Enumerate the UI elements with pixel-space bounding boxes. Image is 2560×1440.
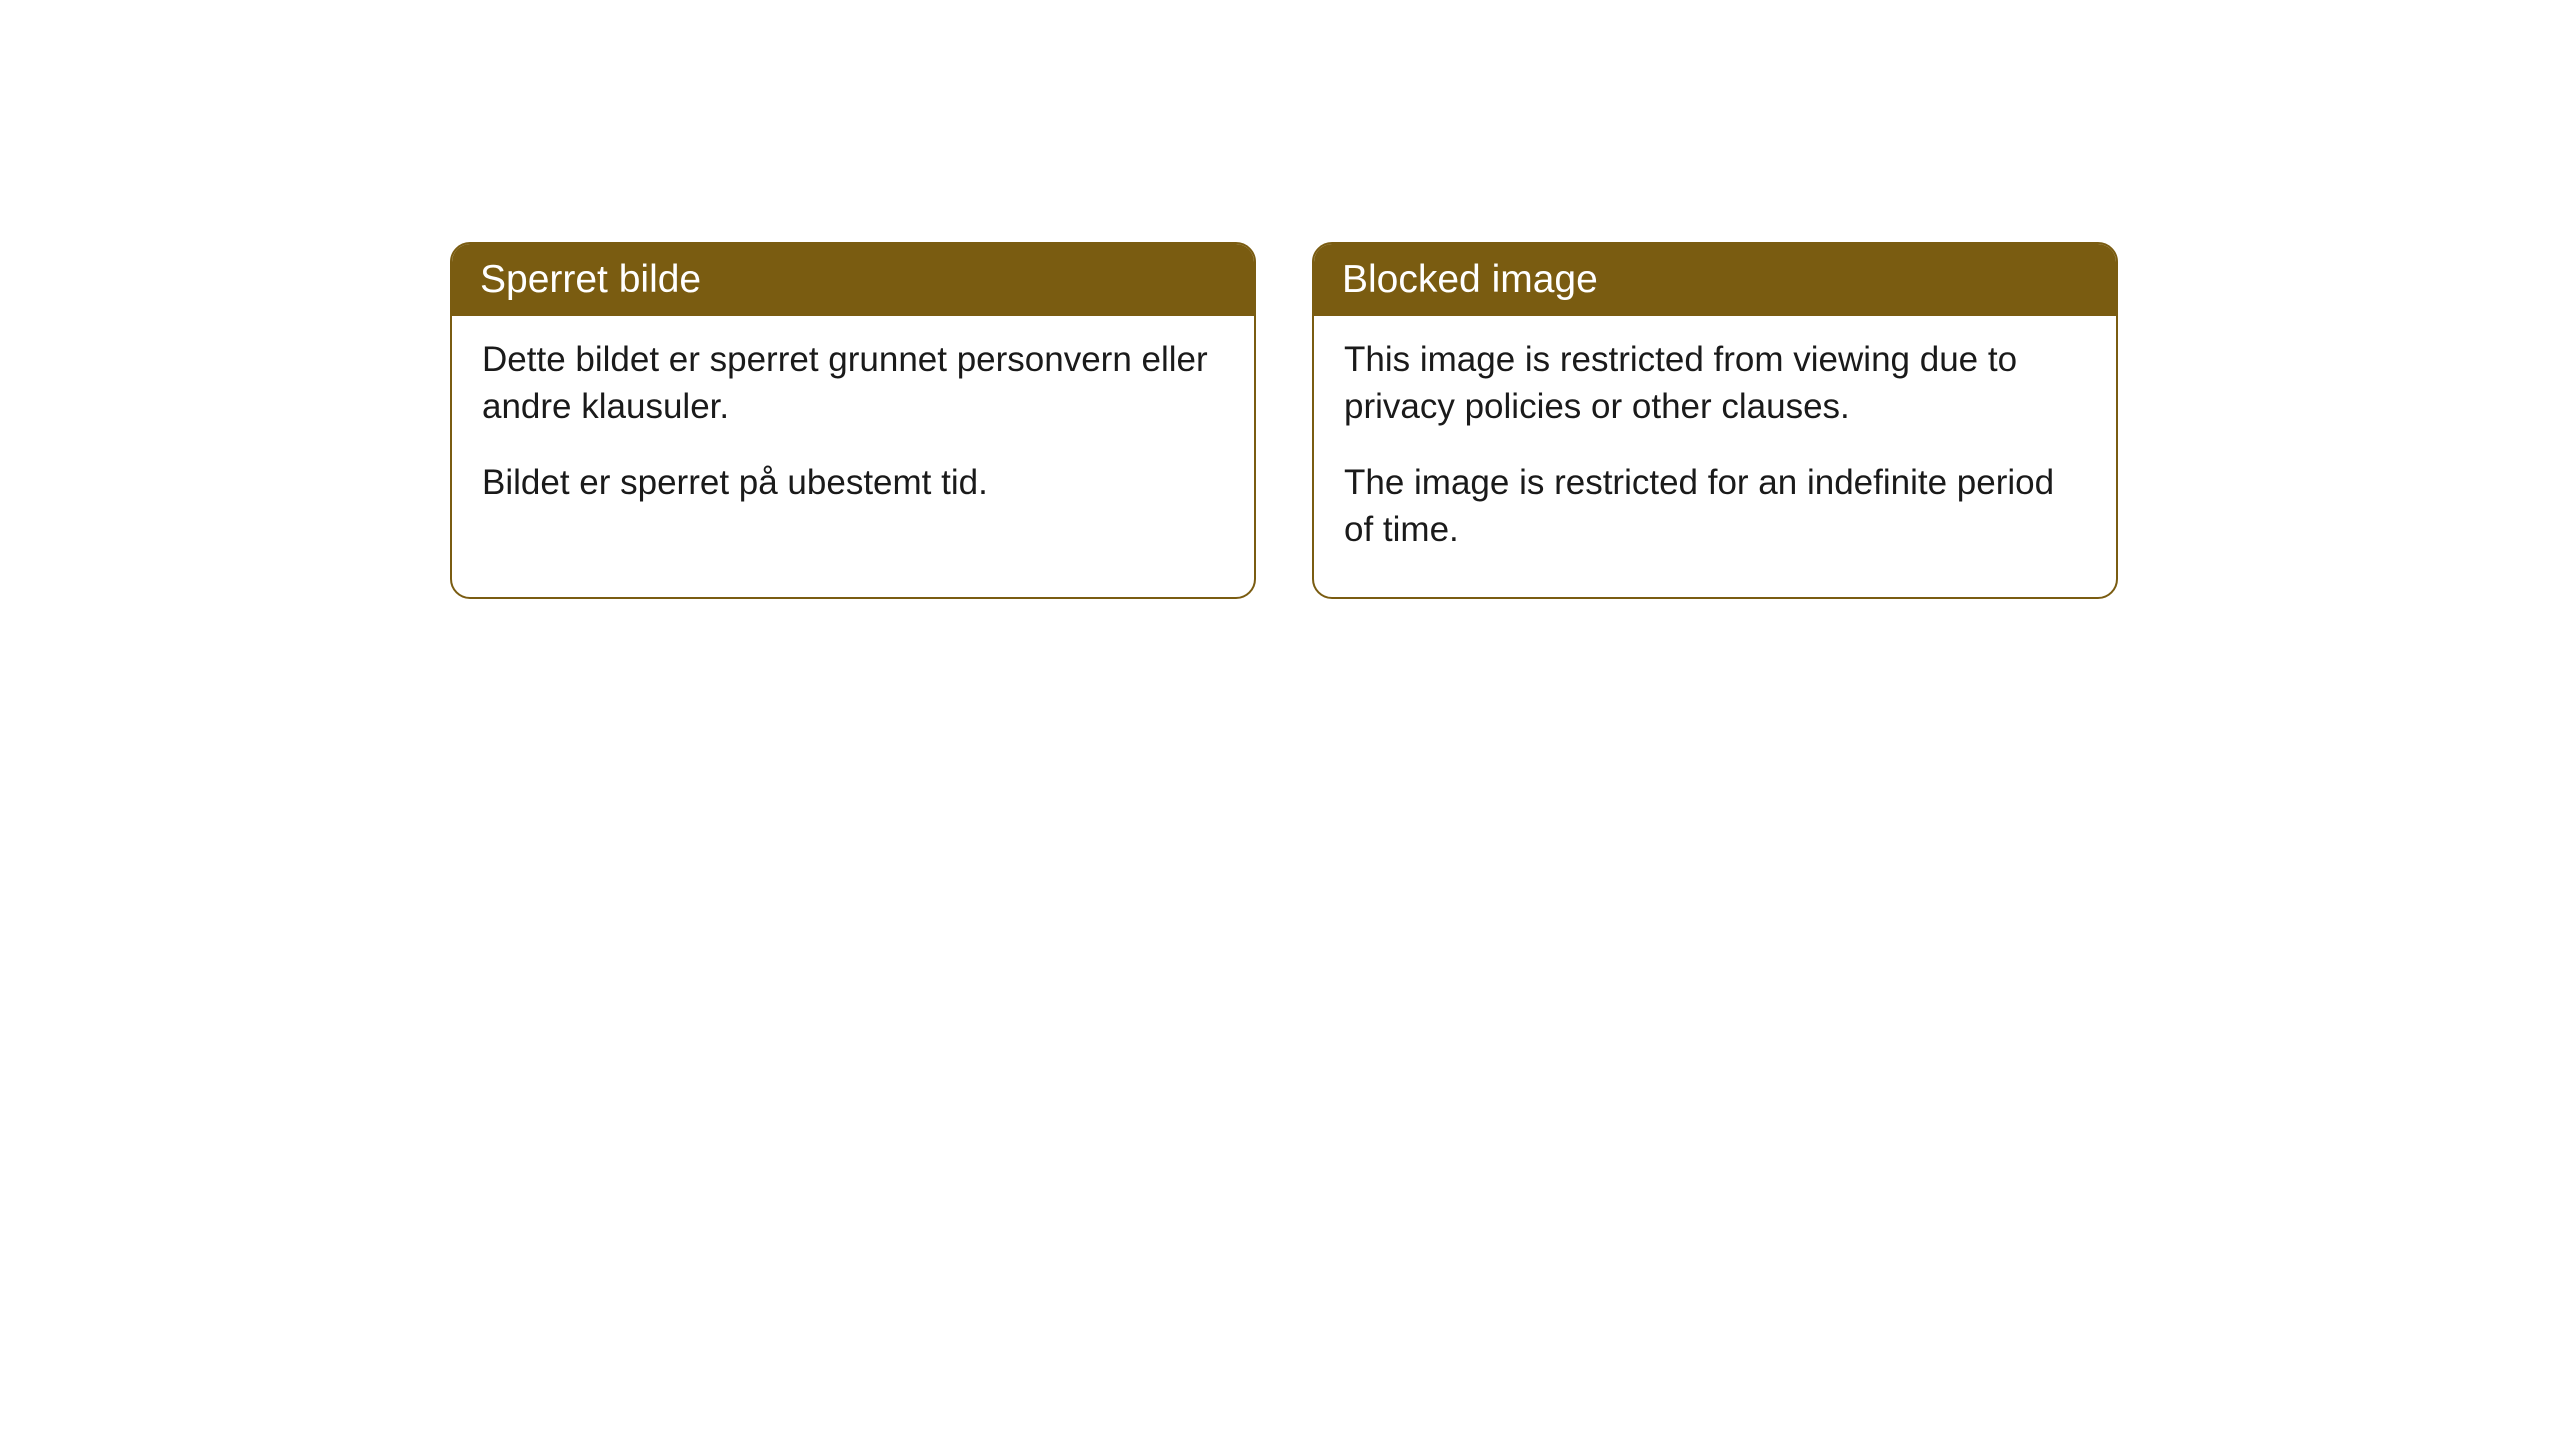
card-title: Sperret bilde bbox=[480, 258, 701, 301]
card-paragraph: Bildet er sperret på ubestemt tid. bbox=[482, 459, 1224, 506]
blocked-image-card-english: Blocked image This image is restricted f… bbox=[1312, 242, 2118, 599]
notice-cards-container: Sperret bilde Dette bildet er sperret gr… bbox=[450, 242, 2118, 599]
blocked-image-card-norwegian: Sperret bilde Dette bildet er sperret gr… bbox=[450, 242, 1256, 599]
card-header: Blocked image bbox=[1314, 244, 2116, 316]
card-body: Dette bildet er sperret grunnet personve… bbox=[452, 316, 1254, 550]
card-paragraph: The image is restricted for an indefinit… bbox=[1344, 459, 2086, 554]
card-header: Sperret bilde bbox=[452, 244, 1254, 316]
card-title: Blocked image bbox=[1342, 258, 1598, 301]
card-paragraph: This image is restricted from viewing du… bbox=[1344, 336, 2086, 431]
card-body: This image is restricted from viewing du… bbox=[1314, 316, 2116, 597]
card-paragraph: Dette bildet er sperret grunnet personve… bbox=[482, 336, 1224, 431]
